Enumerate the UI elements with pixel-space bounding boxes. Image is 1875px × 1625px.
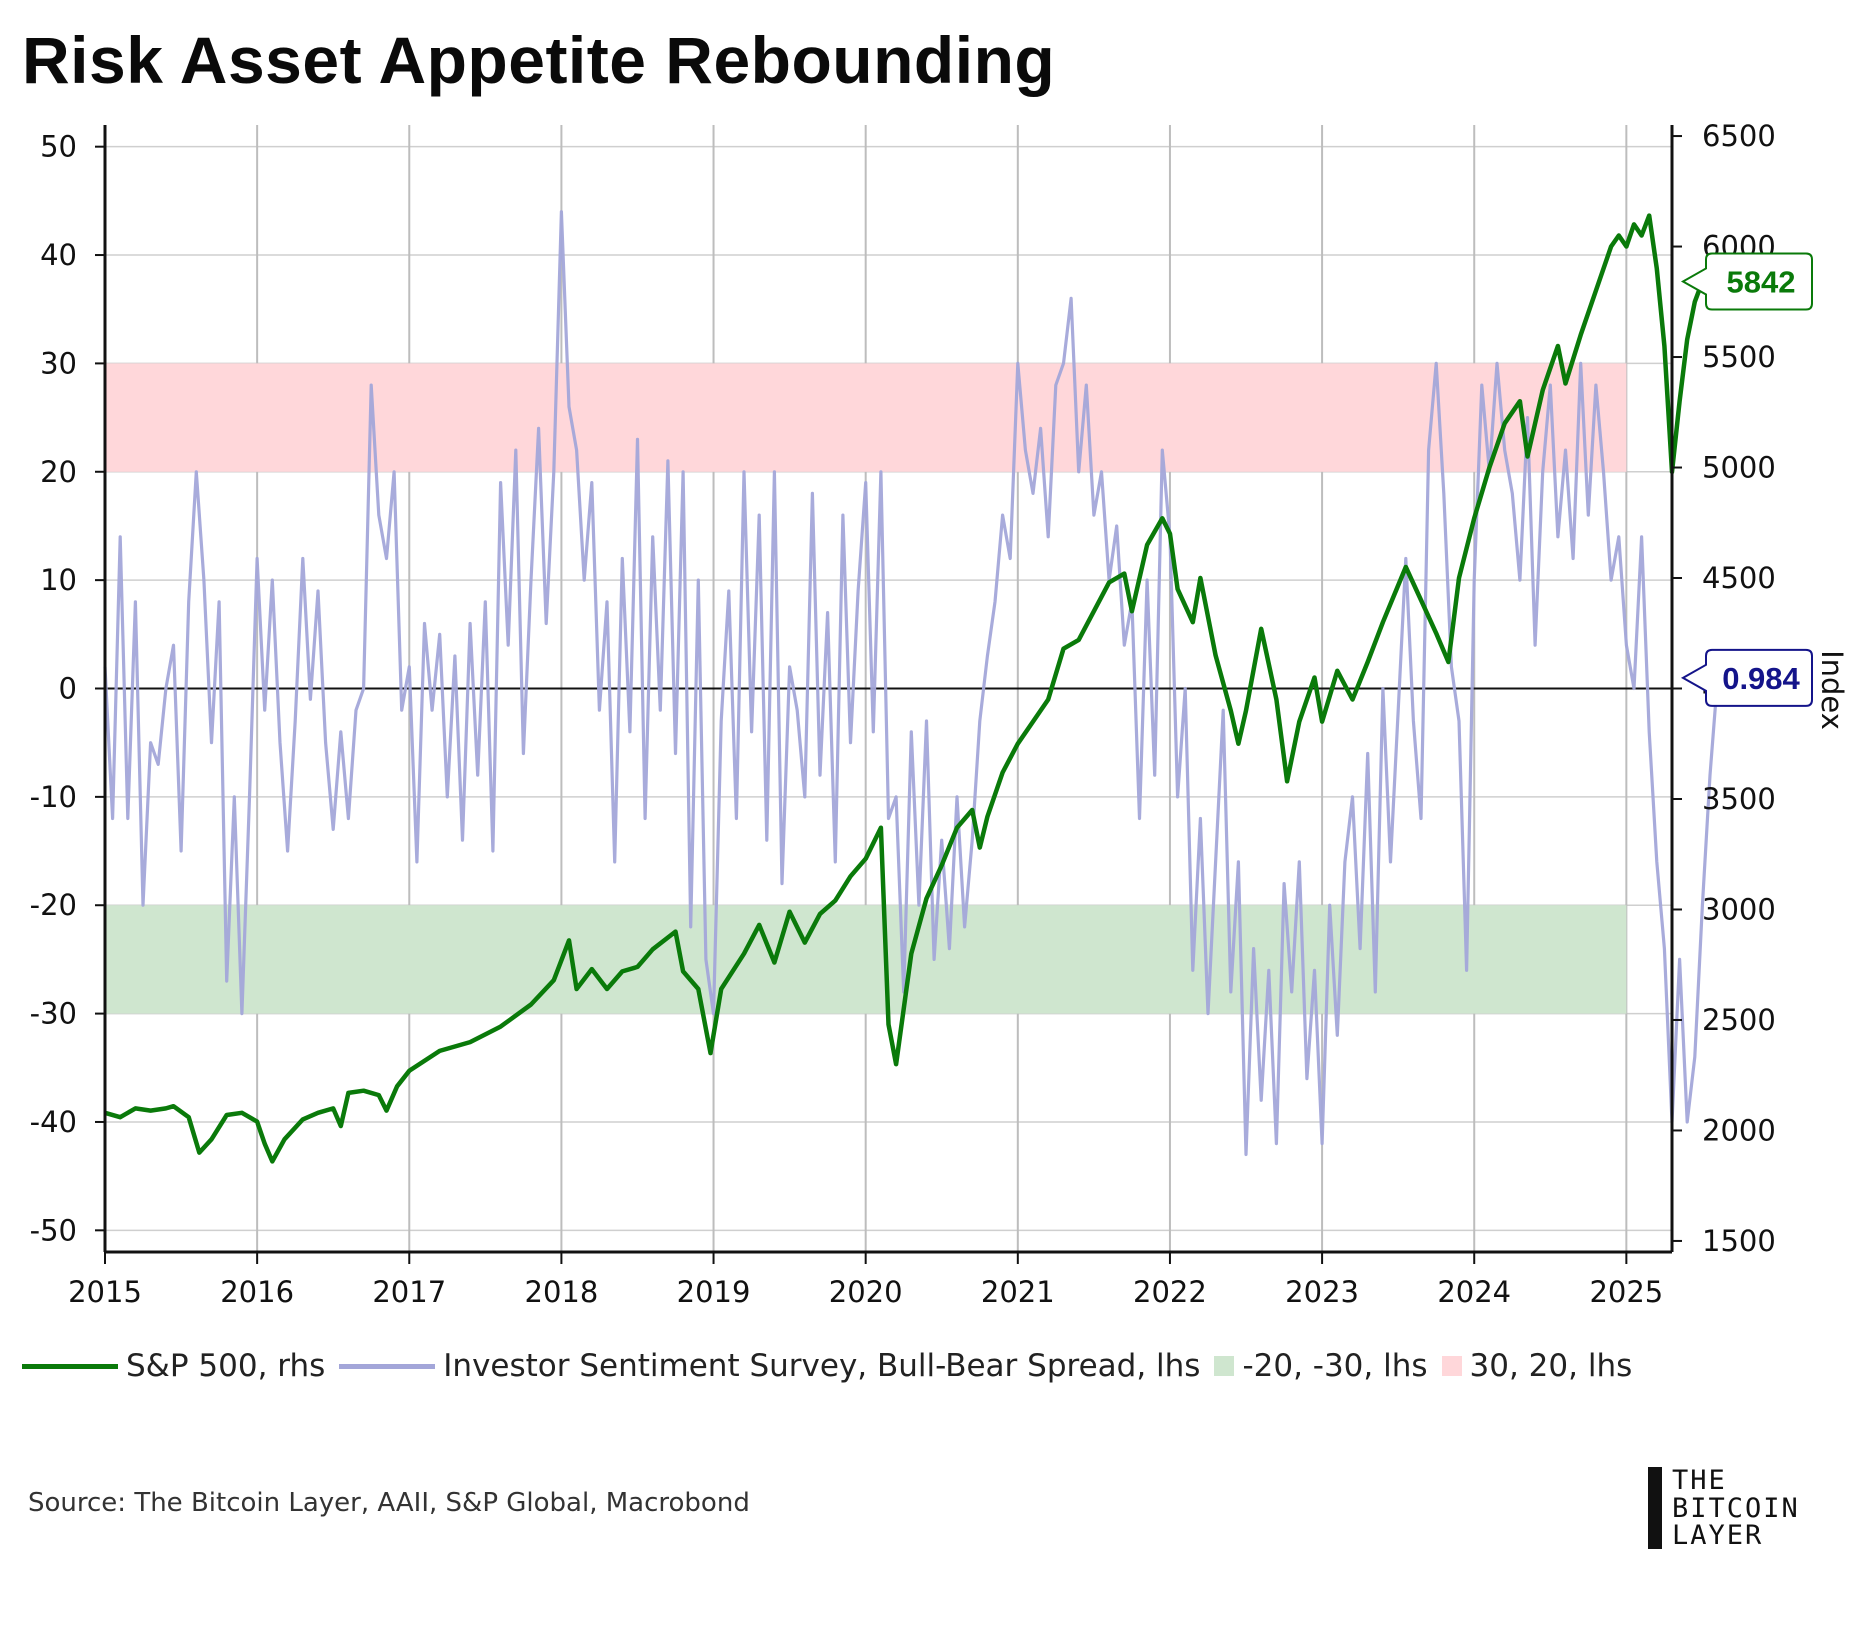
right-tick-label: 1500 (1702, 1224, 1776, 1258)
band-1 (105, 363, 1627, 472)
right-tick-label: 5500 (1702, 340, 1776, 374)
chart: 50403020100-10-20-30-40-5065006000550050… (30, 119, 1849, 1309)
logo-text: THE BITCOIN LAYER (1672, 1467, 1800, 1549)
left-tick-label: 10 (40, 563, 77, 597)
sp500-last-value-callout-value: 5842 (1727, 264, 1796, 299)
series-lines (103, 210, 1720, 1164)
left-tick-label: -10 (30, 780, 77, 814)
right-tick-label: 3000 (1702, 892, 1776, 926)
left-tick-label: 20 (40, 455, 77, 489)
left-tick-label: -40 (30, 1105, 77, 1139)
bitcoin-layer-logo: THE BITCOIN LAYER (1648, 1467, 1800, 1549)
legend-swatch-sentiment (339, 1363, 436, 1369)
sentiment-last-value-callout-value: 0.984 (1722, 661, 1800, 696)
legend-label-red-band: 30, 20, lhs (1469, 1348, 1633, 1384)
legend: S&P 500, rhs Investor Sentiment Survey, … (22, 1340, 1646, 1392)
legend-swatch-green-band (1214, 1356, 1235, 1376)
right-axis-label: Index (1815, 650, 1849, 730)
value-callouts: 5842 0.984 (1680, 252, 1813, 707)
left-tick-label: 50 (40, 130, 77, 164)
left-tick-label: -50 (30, 1213, 77, 1247)
left-tick-label: 30 (40, 346, 77, 380)
chart-title: Risk Asset Appetite Rebounding (22, 23, 1056, 97)
band-0 (105, 905, 1627, 1014)
legend-item-sentiment: Investor Sentiment Survey, Bull-Bear Spr… (339, 1348, 1200, 1384)
legend-label-sentiment: Investor Sentiment Survey, Bull-Bear Spr… (443, 1348, 1201, 1384)
x-tick-label: 2017 (372, 1275, 446, 1309)
logo-bar (1648, 1467, 1662, 1549)
logo-line-1: THE (1672, 1465, 1727, 1496)
right-tick-label: 6500 (1702, 119, 1776, 153)
right-tick-label: 3500 (1702, 782, 1776, 816)
right-tick-label: 2000 (1702, 1113, 1776, 1147)
x-tick-label: 2023 (1285, 1275, 1359, 1309)
axes (95, 125, 1682, 1264)
x-tick-label: 2018 (525, 1275, 599, 1309)
right-tick-label: 5000 (1702, 451, 1776, 485)
logo-line-3: LAYER (1672, 1520, 1764, 1551)
sp500-line (104, 213, 1705, 1164)
sentiment-last-value-callout-box (1680, 648, 1813, 707)
right-tick-label: 2500 (1702, 1003, 1776, 1037)
sentiment-line (103, 210, 1720, 1157)
legend-swatch-red-band (1441, 1356, 1462, 1376)
sp500-last-value-callout: 5842 (1680, 252, 1813, 311)
sentiment-last-value-callout: 0.984 (1680, 648, 1813, 707)
x-tick-label: 2025 (1589, 1275, 1663, 1309)
legend-label-sp500: S&P 500, rhs (126, 1348, 326, 1384)
x-tick-label: 2015 (68, 1275, 142, 1309)
x-tick-label: 2021 (981, 1275, 1055, 1309)
sp500-last-value-callout-box (1680, 252, 1813, 311)
x-tick-label: 2016 (220, 1275, 294, 1309)
legend-item-sp500: S&P 500, rhs (22, 1348, 325, 1384)
right-tick-label: 4500 (1702, 561, 1776, 595)
left-tick-label: 0 (59, 672, 77, 706)
left-tick-label: 40 (40, 238, 77, 272)
legend-item-green-band: -20, -30, lhs (1214, 1348, 1428, 1384)
x-tick-label: 2019 (677, 1275, 751, 1309)
x-tick-label: 2024 (1437, 1275, 1511, 1309)
legend-swatch-sp500 (22, 1363, 118, 1369)
legend-item-red-band: 30, 20, lhs (1441, 1348, 1633, 1384)
logo-line-2: BITCOIN (1672, 1492, 1800, 1524)
source-note: Source: The Bitcoin Layer, AAII, S&P Glo… (28, 1488, 750, 1518)
left-tick-label: -30 (30, 997, 77, 1031)
x-tick-label: 2020 (829, 1275, 903, 1309)
left-tick-label: -20 (30, 888, 77, 922)
x-tick-label: 2022 (1133, 1275, 1207, 1309)
legend-label-green-band: -20, -30, lhs (1242, 1348, 1428, 1384)
